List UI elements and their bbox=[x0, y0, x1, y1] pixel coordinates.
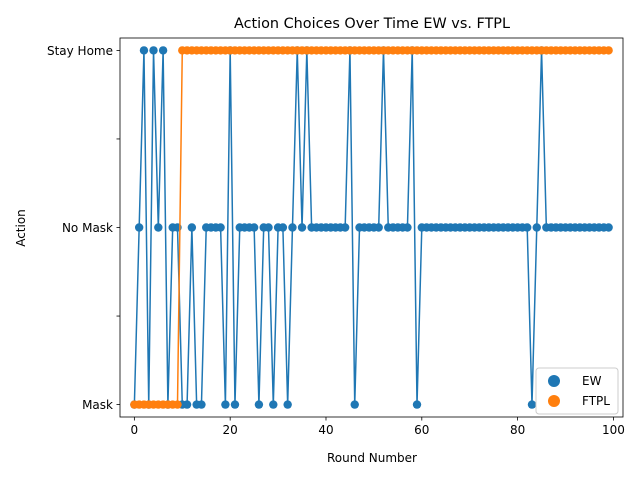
data-point-ew bbox=[269, 400, 278, 409]
x-tick-label: 0 bbox=[131, 423, 139, 437]
data-point-ew bbox=[522, 223, 532, 232]
x-tick-label: 80 bbox=[510, 423, 525, 437]
series-ftpl bbox=[130, 46, 613, 409]
data-point-ew bbox=[264, 223, 273, 232]
data-point-ew bbox=[134, 223, 144, 232]
data-point-ew bbox=[197, 400, 206, 409]
data-point-ew bbox=[149, 46, 158, 55]
data-point-ew bbox=[187, 223, 197, 232]
chart-title: Action Choices Over Time EW vs. FTPL bbox=[234, 16, 510, 32]
legend-marker-ftpl bbox=[548, 395, 560, 407]
x-axis-label: Round Number bbox=[327, 451, 417, 465]
legend-label-ftpl: FTPL bbox=[582, 394, 610, 408]
x-tick-label: 100 bbox=[602, 423, 625, 437]
data-point-ew bbox=[182, 400, 192, 409]
data-point-ew bbox=[154, 223, 163, 232]
y-tick-label: No Mask bbox=[62, 221, 113, 235]
data-point-ew bbox=[254, 400, 264, 409]
data-point-ew bbox=[249, 223, 259, 232]
data-point-ew bbox=[158, 46, 168, 55]
y-tick-label: Stay Home bbox=[47, 44, 113, 58]
y-axis: Mask No Mask Stay Home bbox=[47, 44, 120, 412]
data-point-ew bbox=[278, 223, 288, 232]
series-ew bbox=[130, 46, 613, 409]
x-axis: 0 20 40 60 80 100 bbox=[131, 417, 625, 437]
legend-marker-ew bbox=[548, 375, 560, 387]
data-point-ew bbox=[230, 400, 240, 409]
data-point-ew bbox=[604, 223, 613, 232]
y-axis-label: Action bbox=[14, 209, 28, 247]
data-point-ew bbox=[283, 400, 292, 409]
x-tick-label: 60 bbox=[414, 423, 429, 437]
data-point-ew bbox=[350, 400, 359, 409]
legend: EW FTPL bbox=[535, 367, 619, 415]
data-point-ew bbox=[297, 223, 307, 232]
legend-label-ew: EW bbox=[582, 374, 602, 388]
data-point-ew bbox=[340, 223, 350, 232]
data-point-ew bbox=[403, 223, 412, 232]
x-tick-label: 20 bbox=[223, 423, 238, 437]
y-tick-label: Mask bbox=[82, 398, 113, 412]
data-point-ew bbox=[532, 223, 541, 232]
data-point-ew bbox=[216, 223, 225, 232]
data-point-ew bbox=[139, 46, 149, 55]
series-layer bbox=[130, 46, 613, 409]
data-point-ew bbox=[412, 400, 422, 409]
data-point-ew bbox=[374, 223, 383, 232]
data-point-ew bbox=[527, 400, 537, 409]
x-tick-label: 40 bbox=[318, 423, 333, 437]
data-point-ew bbox=[221, 400, 230, 409]
data-point-ew bbox=[288, 223, 297, 232]
data-point-ftpl bbox=[173, 400, 182, 409]
data-point-ftpl bbox=[604, 46, 613, 55]
